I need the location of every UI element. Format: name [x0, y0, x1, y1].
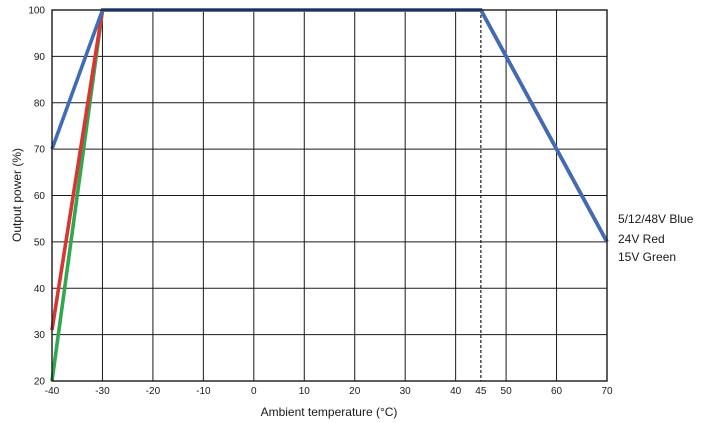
y-axis-ticks: 20 30 40 50 60 70 80 90 100 [28, 6, 45, 388]
x-tick-label: -10 [196, 386, 211, 397]
legend-item-green: 15V Green [618, 250, 676, 264]
plot-frame [51, 9, 608, 382]
x-tick-label: 40 [450, 386, 462, 397]
y-tick-label: 90 [34, 52, 46, 63]
x-tick-label: 45 [475, 386, 487, 397]
x-axis-title: Ambient temperature (°C) [261, 405, 398, 419]
x-tick-label: 50 [501, 386, 513, 397]
legend: 5/12/48V Blue 24V Red 15V Green [618, 212, 694, 264]
x-tick-label: 10 [299, 386, 311, 397]
x-tick-label: 20 [349, 386, 361, 397]
y-tick-label: 40 [34, 284, 46, 295]
y-axis-title: Output power (%) [10, 148, 24, 242]
y-tick-label: 30 [34, 330, 46, 341]
x-tick-label: 70 [601, 386, 613, 397]
legend-item-blue: 5/12/48V Blue [618, 212, 694, 226]
x-tick-label: 0 [251, 386, 257, 397]
y-tick-label: 70 [34, 145, 46, 156]
y-tick-label: 20 [34, 377, 46, 388]
series-line-24v-red [50, 8, 609, 331]
x-axis-ticks: -40 -30 -20 -10 0 10 20 30 40 45 50 60 70 [45, 386, 613, 397]
y-tick-label: 100 [28, 6, 45, 17]
grid-lines [51, 9, 608, 382]
x-tick-label: -20 [146, 386, 161, 397]
x-tick-label: -40 [45, 386, 60, 397]
x-tick-label: -30 [95, 386, 110, 397]
x-tick-label: 30 [400, 386, 412, 397]
plot-border [51, 9, 608, 382]
y-tick-label: 60 [34, 191, 46, 202]
y-tick-label: 80 [34, 98, 46, 109]
legend-item-red: 24V Red [618, 232, 665, 246]
series-line-5-12-48v-blue [50, 8, 609, 243]
x-tick-label: 60 [551, 386, 563, 397]
y-tick-label: 50 [34, 237, 46, 248]
